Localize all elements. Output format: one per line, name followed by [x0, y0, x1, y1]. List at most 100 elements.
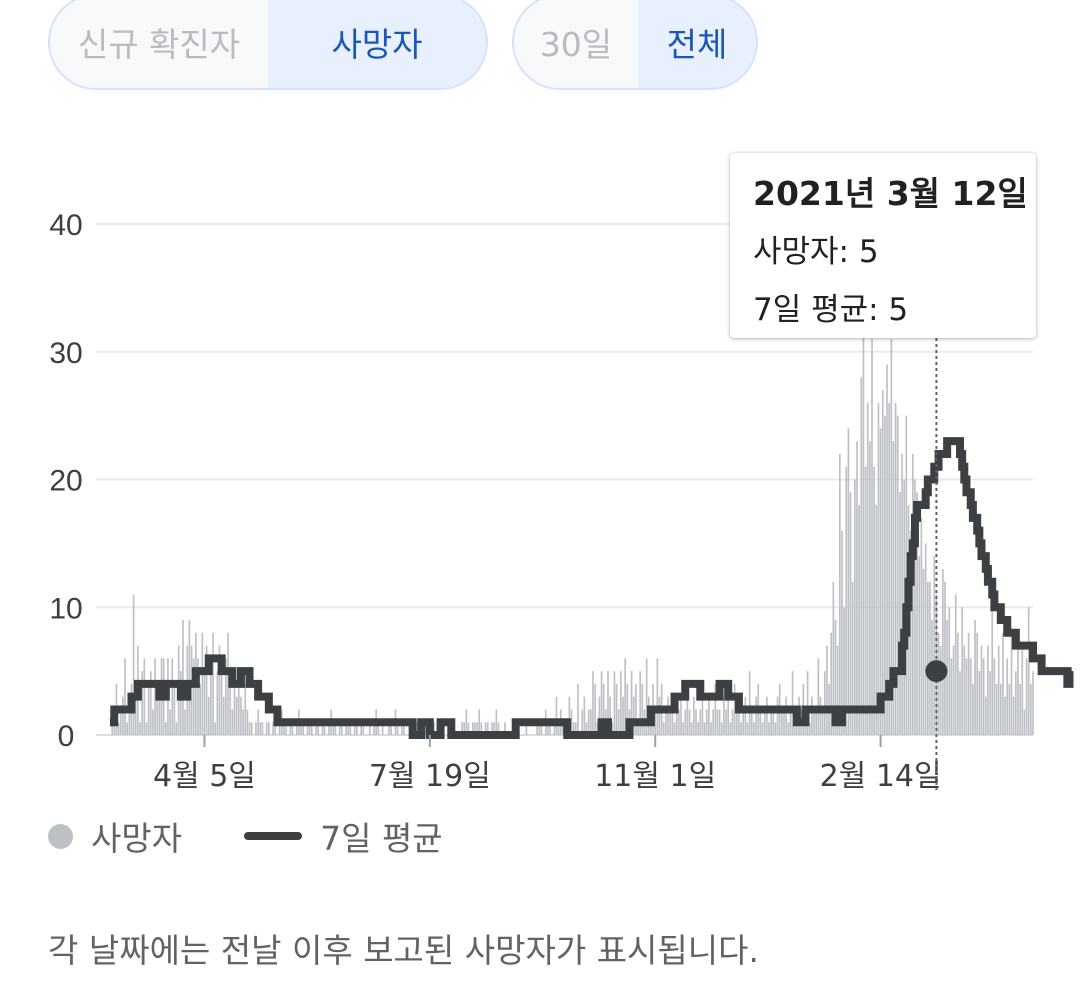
death-bar [581, 709, 584, 735]
death-bar [317, 722, 320, 735]
death-bar [875, 505, 878, 735]
death-bar [716, 709, 719, 735]
chart-footnote: 각 날짜에는 전날 이후 보고된 사망자가 표시됩니다. [48, 931, 759, 970]
death-bar [969, 658, 972, 735]
range-all-toggle[interactable]: 전체 [638, 0, 756, 88]
death-bar [1014, 671, 1017, 735]
death-bar [690, 722, 693, 735]
death-bar [677, 709, 680, 735]
death-bar [708, 696, 710, 735]
death-bar [974, 620, 976, 735]
death-bar [987, 645, 989, 735]
death-bar [347, 722, 350, 735]
death-bar [645, 658, 648, 735]
death-bar [596, 722, 599, 735]
death-bar [841, 530, 843, 735]
death-bar [143, 658, 146, 735]
death-bar [869, 441, 871, 735]
death-bar [617, 709, 620, 735]
death-bar [656, 658, 659, 735]
death-bar [547, 722, 549, 735]
death-bar [1008, 683, 1011, 735]
death-bar [946, 620, 948, 735]
death-bar [952, 645, 955, 735]
tooltip-deaths: 사망자: 5 [753, 234, 879, 270]
death-bar [574, 722, 577, 735]
death-bar [210, 671, 212, 735]
death-bar [403, 722, 405, 735]
y-axis: 0 10 20 30 40 [49, 209, 82, 753]
death-bar [201, 632, 204, 735]
death-bar [858, 505, 860, 735]
death-bar [332, 722, 335, 735]
death-bar [289, 722, 292, 735]
death-bar [549, 722, 551, 735]
death-bar [847, 428, 850, 735]
death-bar [963, 645, 966, 735]
death-bar [216, 671, 219, 735]
death-bar [613, 671, 616, 735]
death-bar [851, 581, 854, 735]
death-bar [553, 722, 556, 735]
death-bar [1030, 683, 1032, 735]
deaths-chart[interactable]: 0 10 20 30 40 4월 5일 7월 19일 11월 1일 2월 14일 [0, 0, 1080, 800]
death-bar [321, 722, 324, 735]
death-bar [285, 722, 287, 735]
death-bar [905, 415, 908, 735]
death-bar [669, 709, 672, 735]
death-bar [684, 709, 687, 735]
death-bar [765, 696, 768, 735]
range-30-days-toggle[interactable]: 30일 [514, 0, 638, 88]
death-bar [295, 722, 298, 735]
death-bar [368, 722, 371, 735]
death-bar [334, 722, 337, 735]
death-bar [954, 594, 957, 735]
x-axis: 4월 5일 7월 19일 11월 1일 2월 14일 [153, 735, 942, 794]
death-bar [424, 722, 427, 735]
death-bar [158, 683, 161, 735]
death-bar [602, 683, 605, 735]
death-bar [776, 696, 779, 735]
death-bar [972, 683, 974, 735]
death-bar [577, 683, 579, 735]
death-bar [911, 453, 914, 735]
death-bar [884, 415, 886, 735]
death-bar [291, 722, 294, 735]
death-bar [585, 722, 588, 735]
death-bar [497, 722, 500, 735]
death-bar [626, 683, 629, 735]
death-bar [1025, 658, 1028, 735]
death-bar [748, 671, 751, 735]
x-tick-label: 7월 19일 [369, 759, 491, 794]
new-cases-toggle[interactable]: 신규 확진자 [50, 0, 268, 88]
death-bar [654, 709, 657, 735]
death-bar [1006, 658, 1009, 735]
death-bar [1004, 696, 1006, 735]
death-bar [128, 709, 131, 735]
hover-marker [925, 338, 948, 790]
death-bar [147, 683, 150, 735]
death-bar [478, 709, 481, 735]
death-bar [525, 722, 528, 735]
death-bar [714, 683, 717, 735]
x-tick-label: 11월 1일 [594, 759, 716, 794]
death-bar [948, 607, 951, 735]
death-bar [265, 722, 268, 735]
death-bar [255, 722, 257, 735]
death-bar [815, 709, 818, 735]
death-bar [673, 722, 676, 735]
death-bar [920, 517, 923, 735]
hover-point [925, 660, 948, 683]
death-bar [699, 709, 702, 735]
death-bar [416, 722, 418, 735]
death-bar [388, 722, 390, 735]
death-bar [630, 671, 633, 735]
death-bar [117, 722, 120, 735]
death-bar [682, 722, 684, 735]
death-bar [877, 402, 880, 735]
death-bar [486, 722, 489, 735]
deaths-toggle[interactable]: 사망자 [268, 0, 486, 88]
death-bar [1002, 632, 1004, 735]
death-bar [997, 645, 1000, 735]
death-bar [308, 722, 311, 735]
